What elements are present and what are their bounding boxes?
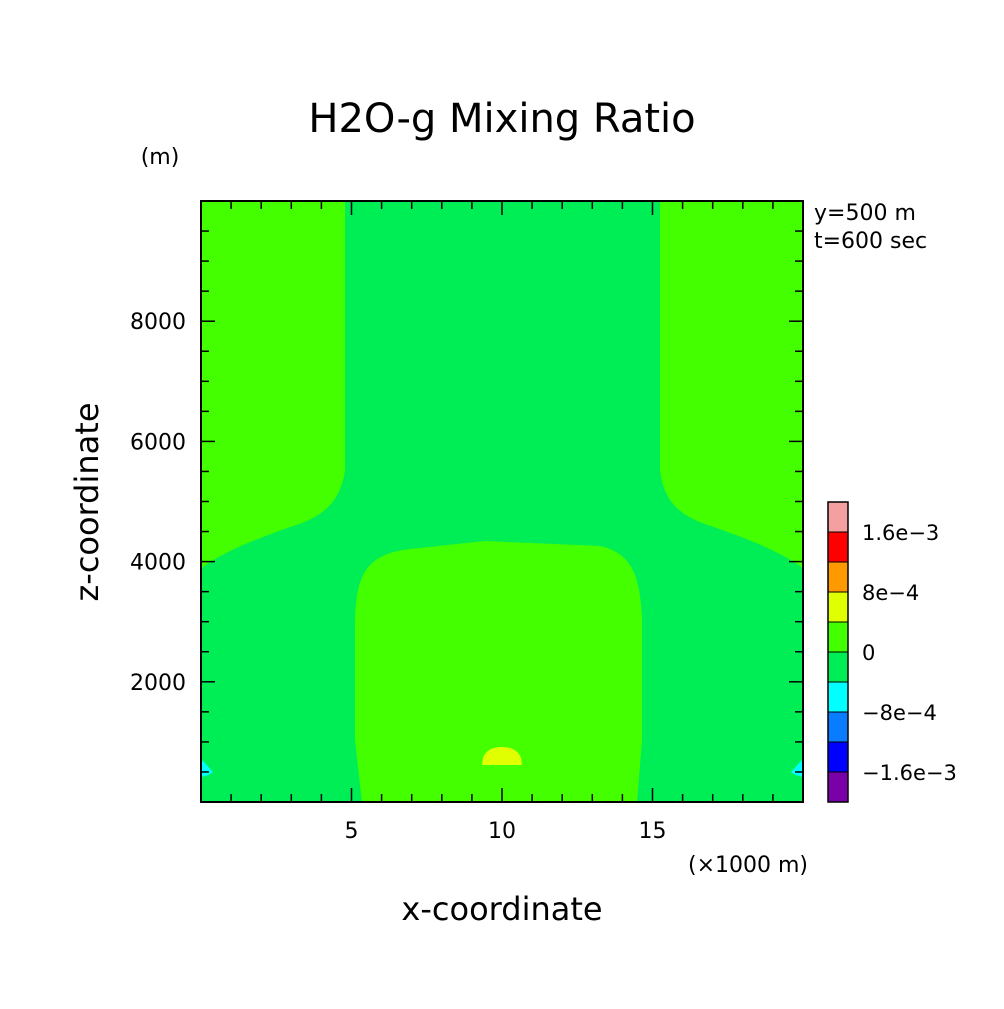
colorbar-segment	[827, 741, 849, 773]
colorbar-segment	[827, 621, 849, 653]
x-axis-ticks	[230, 201, 774, 802]
y-tick-label: 2000	[130, 671, 186, 696]
colorbar-frame	[827, 501, 849, 803]
annotation-y: y=500 m	[814, 201, 916, 226]
colorbar	[827, 501, 849, 803]
contour-center-max-blob	[482, 747, 522, 765]
x-tick-label: 10	[488, 819, 516, 844]
colorbar-segment	[827, 771, 849, 803]
y-axis-tick-labels: 2000 4000 6000 8000	[130, 310, 186, 696]
colorbar-segment	[827, 651, 849, 683]
chart-title: H2O-g Mixing Ratio	[308, 96, 695, 142]
y-tick-label: 4000	[130, 551, 186, 576]
colorbar-label: 1.6e−3	[862, 521, 939, 545]
x-tick-label: 5	[345, 819, 359, 844]
contour-upper-right-positive	[660, 201, 803, 568]
x-axis-label: x-coordinate	[401, 890, 602, 928]
colorbar-label: −1.6e−3	[862, 761, 957, 785]
y-axis-label: z-coordinate	[68, 402, 106, 601]
x-tick-label: 15	[639, 819, 667, 844]
colorbar-segment	[827, 531, 849, 563]
x-unit-label: (×1000 m)	[688, 853, 808, 878]
contour-field	[201, 201, 803, 802]
y-unit-label: (m)	[141, 145, 180, 170]
annotation-t: t=600 sec	[814, 229, 927, 254]
colorbar-label: −8e−4	[862, 701, 937, 725]
colorbar-labels: −1.6e−3 −8e−4 0 8e−4 1.6e−3	[862, 521, 957, 785]
x-axis-tick-labels: 5 10 15	[345, 819, 667, 844]
contour-lower-center-positive	[355, 541, 642, 802]
colorbar-segment	[827, 711, 849, 743]
contour-upper-left-positive	[201, 201, 345, 568]
y-tick-label: 6000	[130, 430, 186, 455]
colorbar-segment	[827, 681, 849, 713]
colorbar-segment	[827, 591, 849, 623]
y-tick-label: 8000	[130, 310, 186, 335]
colorbar-label: 0	[862, 641, 875, 665]
colorbar-segment	[827, 561, 849, 593]
y-axis-ticks	[201, 230, 803, 773]
colorbar-segment	[827, 501, 849, 533]
colorbar-label: 8e−4	[862, 581, 919, 605]
